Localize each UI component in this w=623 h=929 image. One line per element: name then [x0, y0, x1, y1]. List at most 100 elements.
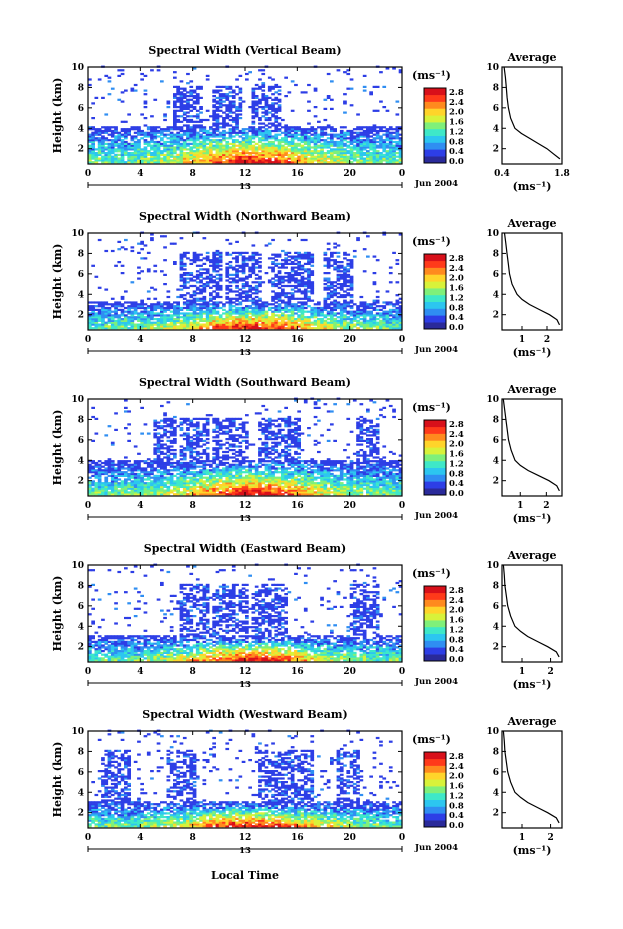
heatmap-cell [137, 266, 141, 269]
heatmap-cell [195, 139, 200, 142]
heatmap-cell [212, 301, 216, 304]
heatmap-cell [212, 89, 216, 92]
heatmap-cell [101, 152, 105, 155]
heatmap-cell [297, 319, 301, 322]
heatmap-cell [300, 275, 305, 278]
heatmap-cell [346, 146, 351, 149]
heatmap-cell [294, 306, 298, 310]
heatmap-cell [218, 268, 223, 271]
heatmap-cell [313, 319, 318, 322]
heatmap-cell [385, 310, 390, 313]
heatmap-cell [173, 71, 177, 74]
heatmap-cell [91, 460, 95, 463]
colorbar: 2.82.42.01.61.20.80.40.0 [423, 87, 464, 167]
heatmap-cell [114, 137, 118, 140]
heatmap-cell [294, 150, 298, 153]
heatmap-cell [160, 467, 164, 470]
heatmap-cell [199, 299, 203, 302]
heatmap-cell [163, 246, 167, 249]
x-tick-label: 8 [190, 335, 196, 345]
heatmap-cell [290, 312, 295, 315]
heatmap-cell [169, 321, 174, 324]
heatmap-cell [130, 146, 135, 149]
heatmap-cell [231, 152, 236, 155]
heatmap-cell [179, 107, 184, 110]
heatmap-cell [284, 261, 288, 264]
heatmap-cell [254, 159, 259, 162]
heatmap-cell [120, 480, 125, 483]
heatmap-cell [294, 286, 298, 289]
heatmap-cell [101, 465, 105, 468]
heatmap-cell [398, 314, 403, 317]
heatmap-cell [127, 439, 131, 442]
heatmap-cell [366, 133, 370, 136]
heatmap-cell [290, 255, 295, 258]
heatmap-cell [248, 323, 252, 326]
heatmap-cell [251, 100, 256, 103]
heatmap-cell [182, 89, 187, 92]
heatmap-cell [366, 319, 370, 322]
heatmap-cell [199, 140, 203, 144]
heatmap-cell [137, 478, 141, 481]
heatmap-cell [385, 137, 390, 140]
heatmap-cell [349, 295, 354, 299]
heatmap-cell [388, 159, 393, 162]
heatmap-cell [297, 268, 301, 271]
heatmap-cell [107, 310, 112, 313]
heatmap-cell [231, 301, 236, 304]
heatmap-cell [101, 306, 105, 310]
heatmap-cell [218, 275, 223, 278]
heatmap-cell [333, 161, 337, 164]
heatmap-cell [173, 323, 177, 326]
heatmap-cell [277, 100, 282, 103]
heatmap-cell [140, 319, 144, 322]
heatmap-cell [398, 233, 403, 236]
heatmap-cell [124, 467, 128, 470]
heatmap-cell [127, 467, 131, 470]
heatmap-cell [317, 159, 321, 162]
heatmap-cell [205, 321, 210, 324]
heatmap-cell [235, 281, 239, 284]
heatmap-cell [140, 482, 144, 485]
heatmap-cell [385, 67, 390, 70]
heatmap-cell [176, 96, 180, 99]
heatmap-cell [290, 153, 295, 156]
heatmap-cell [241, 306, 246, 310]
heatmap-cell [143, 161, 148, 164]
heatmap-cell [176, 478, 180, 481]
heatmap-cell [395, 310, 400, 313]
heatmap-cell [205, 118, 210, 122]
heatmap-cell [101, 144, 105, 147]
heatmap-cell [343, 319, 347, 322]
heatmap-cell [248, 288, 252, 291]
heatmap-cell [271, 253, 275, 256]
heatmap-cell [169, 417, 174, 420]
heatmap-cell [379, 126, 383, 129]
heatmap-cell [248, 144, 252, 147]
heatmap-cell [107, 93, 112, 96]
heatmap-cell [107, 465, 112, 468]
heatmap-cell [163, 463, 167, 466]
heatmap-cell [166, 478, 171, 481]
heatmap-cell [189, 323, 194, 326]
heatmap-cell [88, 305, 92, 308]
heatmap-cell [117, 471, 122, 474]
heatmap-cell [326, 312, 331, 315]
heatmap-cell [137, 319, 141, 322]
heatmap-cell [366, 126, 370, 129]
heatmap-cell [284, 305, 288, 308]
heatmap-cell [192, 135, 197, 138]
heatmap-cell [88, 491, 92, 494]
heatmap-cell [359, 131, 364, 134]
heatmap-cell [173, 76, 177, 79]
heatmap-cell [362, 126, 367, 129]
heatmap-cell [343, 102, 347, 105]
heatmap-cell [346, 303, 351, 306]
heatmap-cell [339, 314, 344, 317]
heatmap-cell [205, 281, 210, 284]
heatmap-cell [264, 131, 269, 134]
heatmap-cell [277, 140, 282, 144]
heatmap-cell [372, 128, 377, 131]
heatmap-cell [369, 319, 373, 322]
heatmap-cell [326, 144, 331, 147]
